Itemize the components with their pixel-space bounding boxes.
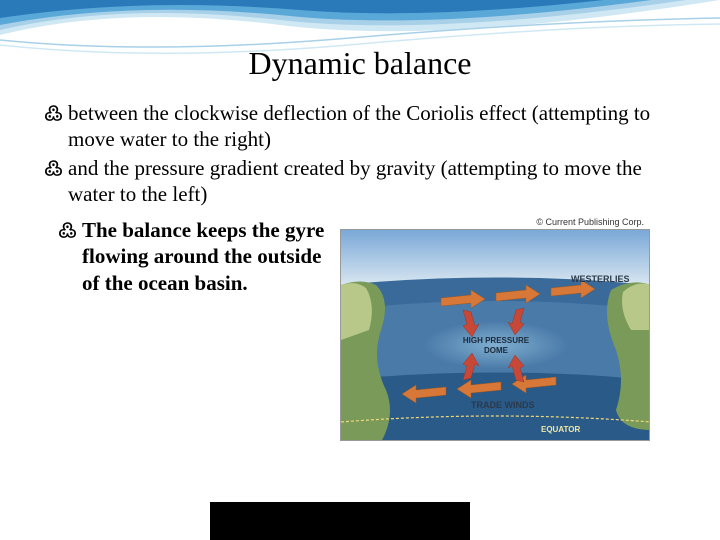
ocean-gyre-figure: WESTERLIES HIGH PRESSURE DOME TRADE WIND… [340, 229, 650, 441]
figure-credit: © Current Publishing Corp. [340, 217, 650, 227]
bullet-icon: ߷ [44, 157, 63, 182]
label-trade-winds: TRADE WINDS [471, 400, 535, 410]
label-high-pressure: HIGH PRESSURE [463, 336, 530, 345]
slide-title: Dynamic balance [40, 45, 680, 82]
sub-bullet-text: The balance keeps the gyre flowing aroun… [82, 218, 324, 295]
bottom-black-bar [210, 502, 470, 540]
label-equator: EQUATOR [541, 425, 580, 434]
bullet-item: ߷ and the pressure gradient created by g… [48, 155, 680, 208]
sub-bullet-item: ߷ The balance keeps the gyre flowing aro… [40, 217, 330, 296]
svg-text:DOME: DOME [484, 346, 509, 355]
label-westerlies: WESTERLIES [571, 274, 630, 284]
bullet-item: ߷ between the clockwise deflection of th… [48, 100, 680, 153]
bullet-list: ߷ between the clockwise deflection of th… [40, 100, 680, 207]
bullet-text: and the pressure gradient created by gra… [68, 156, 642, 206]
bullet-text: between the clockwise deflection of the … [68, 101, 650, 151]
bullet-icon: ߷ [44, 102, 63, 127]
bullet-icon: ߷ [58, 219, 77, 244]
